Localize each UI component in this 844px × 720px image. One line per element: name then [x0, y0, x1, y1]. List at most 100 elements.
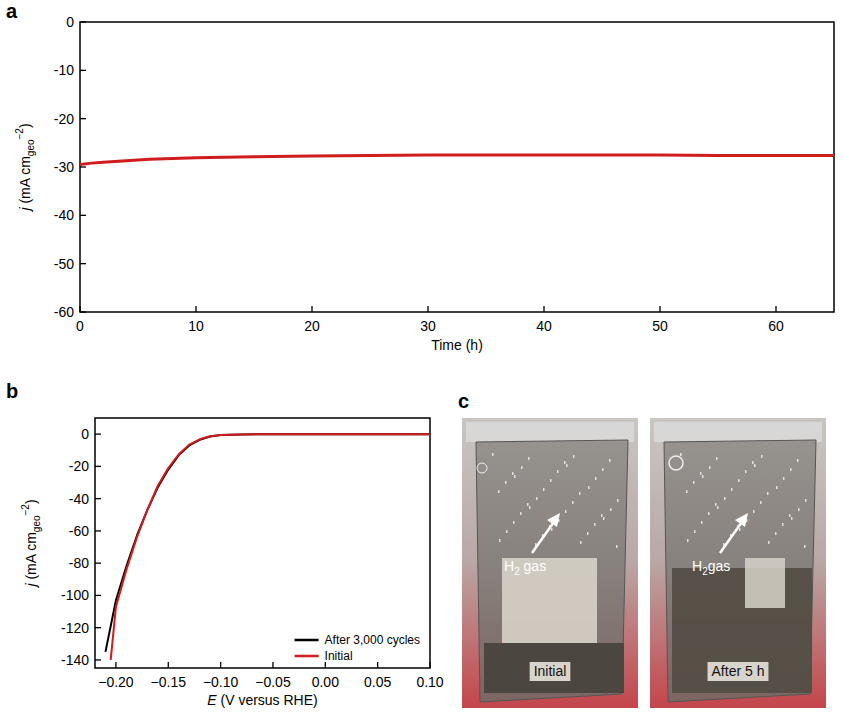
- gas-bubble: [587, 532, 589, 535]
- y-tick-label: -30: [54, 159, 74, 175]
- y-tick: [80, 166, 86, 167]
- x-tick: [543, 306, 544, 312]
- gas-bubble: [693, 481, 695, 484]
- x-tick-label: −0.10: [203, 674, 239, 690]
- y-tick-label: -60: [54, 304, 74, 320]
- gas-bubble: [513, 521, 515, 524]
- legend-label: After 3,000 cycles: [325, 633, 420, 647]
- gas-bubble: [739, 528, 741, 531]
- y-tick: [95, 563, 101, 564]
- photo: H2gas After 5 h: [650, 418, 826, 708]
- gas-bubble: [768, 541, 770, 544]
- gas-bubble: [753, 510, 755, 513]
- gas-bubble: [738, 479, 740, 482]
- legend-swatch: [295, 639, 319, 642]
- catalyst-film: [672, 568, 812, 693]
- x-tick-label: 30: [420, 318, 436, 334]
- gas-bubble: [603, 517, 605, 520]
- gas-bubble: [536, 497, 538, 500]
- photo-annotation: H2gas: [692, 558, 730, 577]
- y-tick-label: -140: [61, 652, 89, 668]
- y-tick: [80, 263, 86, 264]
- y-tick: [95, 498, 101, 499]
- photo-caption: After 5 h: [712, 663, 765, 679]
- x-tick: [168, 662, 169, 668]
- y-tick: [95, 627, 101, 628]
- x-tick-label: 0.10: [416, 674, 443, 690]
- y-tick-label: -10: [54, 62, 74, 78]
- y-tick-label: -40: [69, 491, 89, 507]
- catalyst-area: [502, 558, 597, 643]
- gas-bubble: [717, 506, 719, 509]
- gas-bubble: [520, 512, 522, 515]
- y-tick: [95, 595, 101, 596]
- gas-bubble: [694, 530, 696, 533]
- x-tick: [427, 306, 428, 312]
- y-tick-label: -20: [69, 458, 89, 474]
- y-tick: [80, 118, 86, 119]
- x-tick-label: 40: [536, 318, 552, 334]
- catalyst-area: [745, 558, 785, 608]
- photo-annotation: H2 gas: [504, 558, 546, 577]
- catalyst-film: [484, 643, 624, 693]
- panel-letter: a: [6, 0, 18, 22]
- gas-bubble: [610, 508, 612, 511]
- photo: H2 gas Initial: [462, 418, 638, 708]
- gas-bubble: [724, 497, 726, 500]
- gas-bubble: [514, 475, 516, 478]
- y-tick: [80, 311, 86, 312]
- y-axis-title: j (mA cmgeo−2): [20, 499, 42, 588]
- gas-bubble: [505, 481, 507, 484]
- label-sup: −2: [20, 504, 31, 516]
- x-tick: [311, 306, 312, 312]
- gas-bubble: [512, 472, 514, 475]
- y-tick: [80, 70, 86, 71]
- y-tick-label: -100: [61, 587, 89, 603]
- gas-bubble: [527, 503, 529, 506]
- x-axis-title: E (V versus RHE): [207, 692, 317, 708]
- y-tick: [95, 466, 101, 467]
- gas-bubble: [709, 466, 711, 469]
- legend: After 3,000 cyclesInitial: [295, 633, 420, 663]
- y-tick-label: -20: [54, 111, 74, 127]
- gas-bubble: [715, 503, 717, 506]
- electrode: [664, 440, 816, 702]
- label-part: (mA cm: [17, 156, 33, 207]
- photo-panel: c H2 gas Initial H2gas After 5 h: [458, 390, 826, 708]
- gas-bubble: [760, 501, 762, 504]
- photo-caption: Initial: [534, 663, 567, 679]
- y-tick: [80, 215, 86, 216]
- gas-bubble: [498, 490, 500, 493]
- y-tick: [95, 659, 101, 660]
- electrode: [476, 440, 628, 702]
- caption-patch: [530, 662, 571, 681]
- gas-bubble: [797, 459, 799, 462]
- x-tick: [220, 662, 221, 668]
- gas-bubble: [745, 470, 747, 473]
- panel-letter: c: [458, 390, 469, 412]
- gas-bubble: [789, 514, 791, 517]
- gas-bubble: [595, 477, 597, 480]
- gas-bubble: [609, 459, 611, 462]
- data-group: [105, 434, 430, 660]
- gas-bubble: [617, 499, 619, 502]
- gas-bubble: [564, 461, 566, 464]
- gas-bubble: [543, 488, 545, 491]
- label-part: gas: [520, 558, 546, 574]
- x-tick: [659, 306, 660, 312]
- gas-bubble: [775, 532, 777, 535]
- gas-bubble: [557, 470, 559, 473]
- plot-frame: [95, 418, 430, 668]
- gas-bubble: [700, 472, 702, 475]
- gas-bubble: [528, 457, 530, 460]
- legend-swatch: [295, 655, 319, 658]
- x-tick: [429, 662, 430, 668]
- y-tick-label: -80: [69, 555, 89, 571]
- label-part: H: [504, 558, 514, 574]
- x-tick: [115, 662, 116, 668]
- bubble: [477, 463, 487, 473]
- y-tick-label: -60: [69, 523, 89, 539]
- label-part: ): [17, 123, 33, 128]
- x-tick-label: 60: [768, 318, 784, 334]
- x-tick: [377, 662, 378, 668]
